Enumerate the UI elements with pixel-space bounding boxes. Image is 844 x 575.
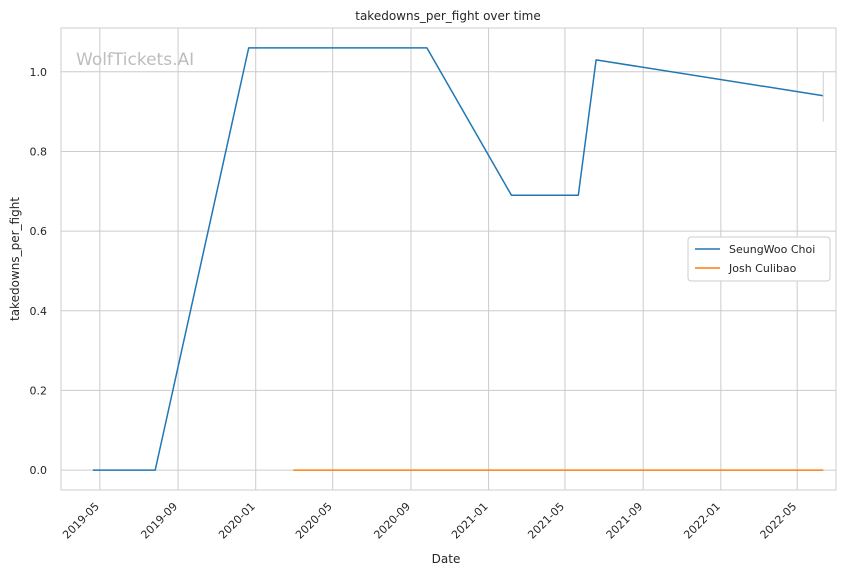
chart-title: takedowns_per_fight over time [355,9,541,23]
x-tick-label: 2019-09 [139,500,181,542]
x-tick-label: 2022-05 [758,500,800,542]
y-tick-label: 0.2 [30,384,48,397]
x-tick-label: 2020-01 [216,500,258,542]
x-tick-label: 2019-05 [60,500,102,542]
x-ticks: 2019-05 2019-09 2020-01 2020-05 2020-09 2021-… [60,500,799,542]
y-tick-label: 0.0 [30,464,48,477]
x-tick-label: 2021-09 [604,500,646,542]
legend-label-seungwoo-choi: SeungWoo Choi [729,243,815,256]
watermark: WolfTickets.AI [76,50,194,70]
y-tick-label: 1.0 [30,66,48,79]
y-axis-label: takedowns_per_fight [8,197,22,321]
y-tick-label: 0.4 [30,305,48,318]
x-tick-label: 2020-09 [371,500,413,542]
x-tick-label: 2021-01 [449,500,491,542]
series-lines [92,47,824,471]
legend-label-josh-culibao: Josh Culibao [728,262,797,275]
series-line-seungwoo-choi [92,47,824,471]
y-ticks: 0.0 0.2 0.4 0.6 0.8 1.0 [30,66,48,477]
x-axis-label: Date [432,552,461,566]
legend-box [687,236,831,282]
x-tick-label: 2020-05 [293,500,335,542]
x-tick-label: 2021-05 [525,500,567,542]
legend: SeungWoo Choi Josh Culibao [687,236,831,282]
y-tick-label: 0.6 [30,225,48,238]
x-tick-label: 2022-01 [681,500,723,542]
y-tick-label: 0.8 [30,145,48,158]
